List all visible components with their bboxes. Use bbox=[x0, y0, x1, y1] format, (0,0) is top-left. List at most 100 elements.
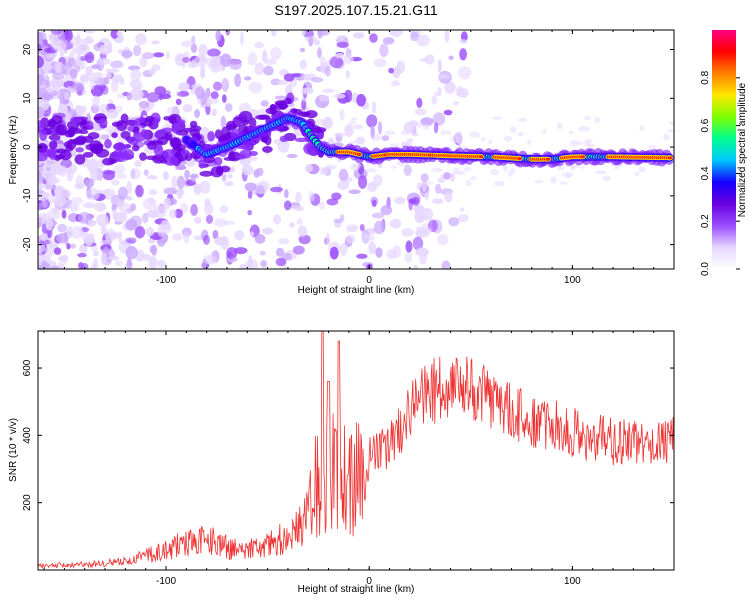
spectrogram-cell bbox=[110, 30, 119, 39]
spectrogram-cell bbox=[198, 43, 208, 57]
spectrogram-cell bbox=[432, 112, 446, 126]
spectrogram-cell bbox=[278, 237, 290, 245]
spectrogram-cell bbox=[100, 239, 112, 245]
spectrogram-cell bbox=[85, 120, 94, 128]
spectrogram-cell bbox=[420, 173, 429, 183]
spectrogram-cell bbox=[84, 178, 95, 188]
spectrogram-cell bbox=[200, 64, 206, 79]
spectrogram-cell bbox=[92, 250, 100, 257]
spectrogram-cell bbox=[117, 200, 123, 211]
spectrogram-cell bbox=[182, 104, 193, 113]
spectrogram-cell bbox=[125, 219, 138, 231]
spectrogram-cell bbox=[177, 175, 185, 189]
spectrogram-cell bbox=[70, 116, 83, 124]
spectrogram-cell bbox=[243, 76, 252, 81]
spectrogram-y-tick-label: 10 bbox=[22, 92, 33, 104]
spectrogram-cell bbox=[199, 170, 214, 177]
colorbar-tick-label: 0.0 bbox=[700, 262, 711, 276]
snr-x-tick-label: 100 bbox=[564, 576, 581, 587]
spectrogram-cell bbox=[404, 251, 413, 264]
spectrogram-cell bbox=[443, 171, 451, 180]
spectrogram-cell bbox=[134, 226, 146, 239]
spectrogram-cell bbox=[339, 242, 348, 256]
spectrogram-cell bbox=[163, 116, 171, 121]
spectrogram-cell bbox=[63, 91, 70, 100]
spectrogram-cell bbox=[304, 163, 313, 173]
spectrogram-cell bbox=[233, 247, 248, 255]
spectrogram-cell bbox=[183, 231, 190, 244]
spectrogram-cell bbox=[48, 134, 61, 141]
spectrogram-cell bbox=[182, 57, 190, 63]
spectrogram-cell bbox=[73, 136, 86, 146]
spectrogram-cell bbox=[431, 96, 438, 105]
spectrogram-cell bbox=[162, 149, 177, 160]
spectrogram-cell bbox=[98, 117, 108, 128]
spectrogram-cell bbox=[198, 159, 206, 169]
spectrogram-cell bbox=[339, 109, 345, 121]
spectrogram-cell bbox=[381, 135, 390, 142]
snr-line bbox=[38, 331, 674, 569]
spectrogram-cell bbox=[165, 51, 171, 60]
spectrogram-cell bbox=[100, 134, 110, 140]
spectrogram-cell bbox=[183, 127, 193, 133]
spectrogram-cell bbox=[382, 37, 395, 45]
spectrogram-cell bbox=[299, 59, 307, 70]
spectrogram-cell bbox=[470, 176, 477, 181]
spectrogram-cell bbox=[329, 138, 336, 146]
spectrogram-cell bbox=[148, 256, 158, 269]
spectrogram-cell bbox=[343, 53, 354, 64]
spectrogram-cell bbox=[202, 258, 208, 269]
spectrogram-cell bbox=[345, 70, 351, 79]
spectrogram-cell bbox=[561, 171, 574, 178]
spectrogram-cell bbox=[478, 154, 484, 159]
spectrogram-cell bbox=[569, 140, 579, 147]
spectrogram-cell bbox=[433, 91, 440, 97]
spectrogram-cell bbox=[517, 156, 522, 161]
spectrogram-cell bbox=[373, 220, 385, 235]
spectrogram-cell bbox=[87, 132, 100, 140]
spectrogram-cell bbox=[38, 166, 44, 172]
spectrogram-cell bbox=[247, 209, 253, 216]
spectrogram-cell bbox=[45, 174, 58, 186]
spectrogram-cell bbox=[284, 188, 289, 199]
spectrogram-cell bbox=[169, 115, 177, 125]
spectrogram-cell bbox=[669, 121, 674, 126]
spectrogram-cell bbox=[95, 167, 104, 181]
spectrogram-cell bbox=[111, 179, 120, 186]
spectrogram-cell bbox=[613, 166, 620, 170]
spectrogram-cell bbox=[325, 232, 330, 246]
spectrogram-cell bbox=[130, 68, 142, 82]
spectrogram-cell bbox=[408, 198, 417, 204]
spectrogram-cell bbox=[171, 175, 178, 190]
spectrogram-x-axis-label: Height of straight line (km) bbox=[298, 285, 415, 296]
spectrogram-cell bbox=[92, 95, 100, 108]
spectrogram-cell bbox=[215, 165, 224, 176]
spectrogram-cell bbox=[433, 122, 439, 134]
spectrogram-cell bbox=[274, 95, 289, 100]
spectrogram-cell bbox=[459, 39, 468, 44]
spectrogram-cell bbox=[70, 226, 84, 240]
spectrogram-cell bbox=[594, 116, 601, 124]
spectrogram-cell bbox=[389, 30, 404, 37]
colorbar-ticks: 0.0 0.2 0.4 0.6 0.8 bbox=[700, 70, 740, 276]
spectrogram-cell bbox=[373, 58, 387, 68]
spectrogram-heatmap bbox=[38, 30, 674, 269]
spectrogram-cell bbox=[221, 126, 231, 138]
spectrogram-cell bbox=[125, 237, 137, 244]
spectrogram-cell bbox=[175, 165, 187, 171]
spectrogram-cell bbox=[77, 212, 92, 224]
spectrogram-cell bbox=[203, 234, 210, 246]
spectrogram-cell bbox=[169, 157, 180, 166]
spectrogram-cell bbox=[66, 242, 71, 250]
spectrogram-cell bbox=[210, 56, 221, 70]
spectrogram-cell bbox=[154, 86, 167, 96]
spectrogram-cell bbox=[146, 140, 157, 150]
spectrogram-cell bbox=[66, 86, 73, 91]
spectrogram-cell bbox=[275, 257, 287, 267]
spectrogram-cell bbox=[667, 156, 673, 160]
spectrogram-cell bbox=[244, 182, 257, 192]
spectrogram-cell bbox=[64, 233, 69, 245]
spectrogram-cell bbox=[147, 197, 155, 206]
spectrogram-cell bbox=[152, 154, 165, 164]
